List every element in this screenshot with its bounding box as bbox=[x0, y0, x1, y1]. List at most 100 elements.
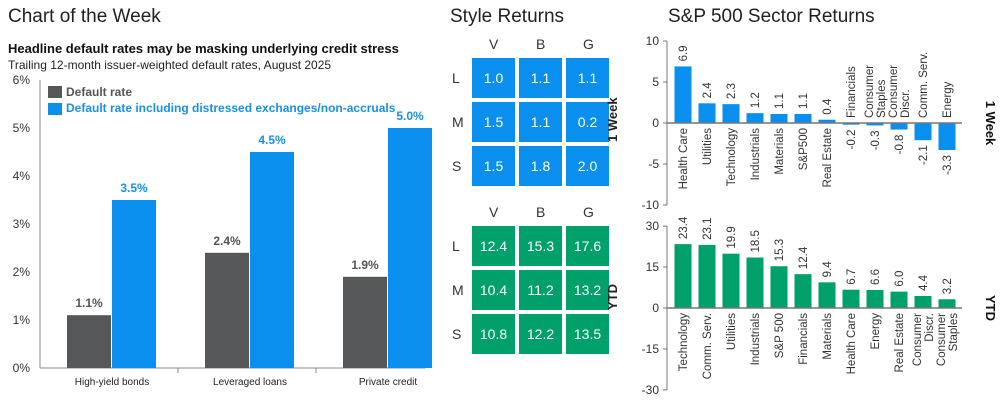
bar-value-label: 1.1 bbox=[774, 93, 786, 109]
column-header: V bbox=[489, 36, 499, 52]
bar-distressed bbox=[388, 128, 432, 368]
sector-bar bbox=[842, 123, 860, 125]
category-line: Energy bbox=[870, 313, 882, 350]
category-label: ConsumerDiscr. bbox=[912, 313, 936, 366]
bar-distressed bbox=[250, 152, 294, 368]
category-label: Utilities bbox=[702, 128, 714, 165]
sector-bar bbox=[938, 123, 956, 151]
category-line: Industrials bbox=[750, 128, 762, 181]
sector-bar bbox=[890, 123, 908, 130]
sector-bar bbox=[866, 123, 884, 126]
category-line: Consumer bbox=[888, 65, 900, 118]
category-label: Materials bbox=[774, 128, 786, 175]
category-label: Technology bbox=[678, 313, 690, 371]
category-line: Staples bbox=[876, 79, 888, 118]
category-line: Technology bbox=[726, 128, 738, 186]
category-label: S&P 500 bbox=[774, 313, 786, 358]
y-tick-label: 30 bbox=[646, 219, 660, 233]
category-label: Real Estate bbox=[894, 313, 906, 372]
legend-label-default: Default rate bbox=[66, 85, 132, 99]
y-tick-label: 0 bbox=[652, 301, 659, 315]
style-cell-week: 1.5 bbox=[472, 146, 515, 186]
sector-bar bbox=[722, 253, 740, 308]
style-cell-week: 1.5 bbox=[472, 102, 515, 142]
column-header: B bbox=[536, 36, 546, 52]
default-chart-subtitle: Trailing 12-month issuer-weighted defaul… bbox=[8, 58, 332, 72]
category-line: Consumer bbox=[864, 65, 876, 118]
category-line: Industrials bbox=[750, 313, 762, 366]
bar-value-label: 3.5% bbox=[120, 181, 148, 195]
legend-line: Default rate including distressed exchan… bbox=[66, 101, 396, 115]
style-cell-ytd: 15.3 bbox=[519, 226, 562, 266]
y-tick-label: 15 bbox=[646, 260, 660, 274]
style-cell-ytd: 13.2 bbox=[566, 270, 609, 310]
category-label: S&P500 bbox=[798, 128, 810, 170]
bar-value-label: 2.4 bbox=[702, 82, 714, 99]
style-cell-week: 1.1 bbox=[566, 58, 609, 98]
category-label: Comm. Serv. bbox=[702, 313, 714, 379]
sector-ytd-chart: 30 15 0 -15 -30 23.4 Technology 23.1 Comm. Serv.… bbox=[642, 216, 998, 397]
category-line: S&P500 bbox=[798, 128, 810, 170]
legend-swatch-default bbox=[48, 86, 62, 98]
bar-value-label: 9.4 bbox=[822, 261, 834, 278]
default-chart-title: Headline default rates may be masking un… bbox=[8, 41, 399, 56]
bar-value-label: 0.4 bbox=[822, 98, 834, 115]
category-label: Health Care bbox=[846, 313, 858, 374]
row-header: L bbox=[452, 70, 460, 86]
sector-bar bbox=[674, 66, 692, 123]
bar-value-label: 3.2 bbox=[942, 278, 954, 294]
category-label: Industrials bbox=[750, 128, 762, 181]
category-line: Financials bbox=[846, 66, 858, 118]
category-line: Materials bbox=[822, 313, 834, 360]
bar-value-label: 15.3 bbox=[774, 239, 786, 261]
style-returns-title: Style Returns bbox=[450, 6, 565, 27]
category-label: Financials bbox=[846, 66, 858, 118]
sector-returns-title: S&P 500 Sector Returns bbox=[668, 6, 875, 27]
style-cell-ytd: 12.4 bbox=[472, 226, 515, 266]
x-category-label: Leveraged loans bbox=[213, 377, 287, 388]
sector-bar bbox=[842, 289, 860, 308]
category-label: Energy bbox=[870, 313, 882, 350]
category-line: Financials bbox=[798, 313, 810, 365]
bar-value-label: -2.1 bbox=[918, 145, 930, 165]
sector-bar bbox=[914, 123, 932, 141]
category-line: Consumer bbox=[936, 313, 948, 366]
bar-default bbox=[67, 315, 111, 368]
sector-bar bbox=[746, 113, 764, 123]
category-line: Real Estate bbox=[822, 128, 834, 187]
bar-value-label: 6.0 bbox=[894, 271, 906, 287]
bar-value-label: -0.3 bbox=[870, 130, 882, 150]
column-header: G bbox=[583, 204, 594, 220]
style-cell-week: 0.2 bbox=[566, 102, 609, 142]
bar-value-label: 18.5 bbox=[750, 230, 762, 252]
style-period-label: 1 Week bbox=[605, 97, 620, 142]
category-line: Health Care bbox=[846, 313, 858, 374]
style-cell-ytd: 13.5 bbox=[566, 314, 609, 354]
bar-value-label: 4.4 bbox=[918, 274, 930, 291]
category-label: Real Estate bbox=[822, 128, 834, 187]
bar-value-label: 1.9% bbox=[351, 258, 379, 272]
y-tick-label: 0 bbox=[652, 116, 659, 130]
style-cell-ytd: 12.2 bbox=[519, 314, 562, 354]
period-label: 1 Week bbox=[983, 101, 998, 146]
x-category-label: Private credit bbox=[359, 377, 418, 388]
category-line: Comm. Serv. bbox=[702, 313, 714, 379]
y-tick-label: 10 bbox=[646, 34, 660, 48]
bar-distressed bbox=[112, 200, 156, 368]
y-tick-label: -15 bbox=[642, 342, 660, 356]
category-line: Technology bbox=[678, 313, 690, 371]
sector-bar bbox=[770, 266, 788, 308]
column-header: G bbox=[583, 36, 594, 52]
bar-value-label: -0.2 bbox=[846, 130, 858, 150]
sector-bar bbox=[698, 103, 716, 123]
category-label: Financials bbox=[798, 313, 810, 365]
style-cell-week: 1.8 bbox=[519, 146, 562, 186]
row-header: M bbox=[452, 282, 464, 298]
bar-default bbox=[343, 276, 387, 368]
category-label: Utilities bbox=[726, 313, 738, 350]
default-rate-chart: 0% 1% 2% 3% 4% 5% 6% High-yield bonds 1.1% 3.5% Le… bbox=[13, 73, 432, 388]
y-tick-label: -10 bbox=[642, 198, 660, 210]
sector-bar bbox=[794, 113, 812, 123]
bar-value-label: 6.7 bbox=[846, 269, 858, 285]
sector-bar bbox=[890, 291, 908, 308]
